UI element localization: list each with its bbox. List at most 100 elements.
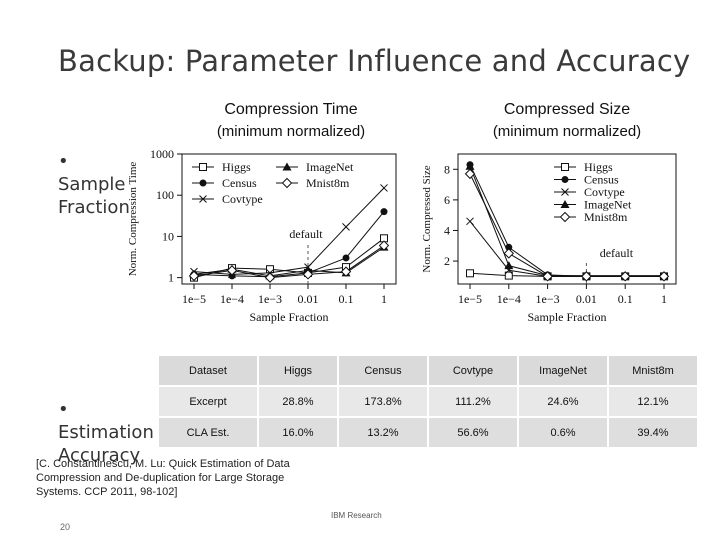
table-cell: 24.6% [519,387,607,416]
table-cell: 16.0% [259,418,337,447]
data-point-diamond [464,168,476,180]
table-header-cell: Census [339,356,427,385]
x-tick-label: 1 [661,292,667,306]
table-header-row: Dataset Higgs Census Covtype ImageNet Mn… [159,356,697,385]
data-point-triangle [504,261,514,270]
table-header-cell: ImageNet [519,356,607,385]
legend-label: Mnist8m [584,210,628,224]
x-tick-label: 1e−3 [536,292,560,306]
legend-label: Higgs [584,160,613,174]
legend-label: ImageNet [584,198,632,212]
chart-title-compressed-size: Compressed Size (minimum normalized) [452,101,682,140]
table-header-cell: Mnist8m [609,356,697,385]
footer-brand: IBM Research [331,511,382,520]
x-tick-label: 1e−4 [220,292,244,306]
page-number: 20 [60,522,71,532]
data-point-diamond [658,271,670,282]
table-cell: 13.2% [339,418,427,447]
chart-title-main: Compression Time [224,101,358,118]
x-axis-label: Sample Fraction [250,310,329,324]
x-tick-label: 1e−3 [258,292,282,306]
legend-label: ImageNet [306,160,354,174]
series-line [193,246,385,277]
data-point-diamond [281,177,293,189]
series-line [193,245,385,279]
data-point-square [504,271,513,280]
plot-frame [457,153,677,285]
slide-title: Backup: Parameter Influence and Accuracy [58,44,691,78]
data-point-dot [199,179,207,187]
table-cell: 12.1% [609,387,697,416]
table-cell: 0.6% [519,418,607,447]
data-point-triangle [560,200,570,208]
y-axis-label: Norm. Compressed Size [421,165,433,272]
legend-label: Covtype [584,185,625,199]
series-line [469,166,664,277]
data-point-diamond [188,270,200,282]
chart-subtitle: (minimum normalized) [216,123,366,140]
data-point-diamond [226,265,238,276]
y-tick-label: 100 [156,188,174,202]
legend-label: Census [222,176,257,190]
data-point-x [561,188,569,196]
chart-title-compression-time: Compression Time (minimum normalized) [176,101,406,140]
citation: [C. Constantinescu, M. Lu: Quick Estimat… [36,458,290,498]
y-tick-label: 6 [444,193,450,207]
accuracy-table: Dataset Higgs Census Covtype ImageNet Mn… [157,354,699,449]
series-line [469,220,664,277]
data-point-dot [380,208,388,216]
data-point-x [380,184,388,192]
table-row: CLA Est. 16.0% 13.2% 56.6% 0.6% 39.4% [159,418,697,447]
legend-label: Census [584,173,619,187]
x-tick-label: 1e−5 [182,292,206,306]
table-header-cell: Covtype [429,356,517,385]
data-point-diamond [302,269,314,280]
x-tick-label: 1 [381,292,387,306]
y-tick-label: 2 [444,254,450,268]
chart-title-main: Compressed Size [503,101,631,118]
data-point-dot [342,254,350,262]
y-tick-label: 1 [168,271,174,285]
chart-compressed-size: 1e−5 1e−4 1e−3 0.01 0.1 1 2 4 6 8 Sample Fraction N… [421,153,677,324]
y-tick-label: 10 [162,229,174,243]
plot-frame [181,153,397,285]
y-tick-label: 1000 [150,148,174,161]
data-point-diamond [503,248,515,259]
chart-subtitle: (minimum normalized) [492,123,642,140]
table-cell: 28.8% [259,387,337,416]
data-point-diamond [559,211,571,223]
y-axis-label: Norm. Compression Time [127,162,139,277]
data-point-diamond [581,271,592,282]
bullet-sample-fraction: • Sample Fraction [58,151,130,218]
data-point-triangle [282,162,292,171]
x-tick-label: 0.1 [339,292,354,306]
data-point-x [342,223,350,231]
x-tick-label: 0.01 [298,292,319,306]
y-tick-label: 4 [444,223,450,237]
table-header-cell: Higgs [259,356,337,385]
data-point-diamond [378,240,390,251]
table-header-cell: Dataset [159,356,257,385]
x-axis-label: Sample Fraction [528,310,607,324]
y-tick-label: 8 [444,162,450,176]
series-line [193,187,385,275]
x-tick-label: 0.1 [618,292,633,306]
table-cell: Excerpt [159,387,257,416]
x-tick-label: 1e−5 [458,292,482,306]
legend-label: Higgs [222,160,251,174]
data-point-x [466,217,474,226]
data-point-x [199,195,207,203]
bullet-estimation-accuracy: • Estimation Accuracy [58,399,154,466]
data-point-triangle [465,161,475,170]
default-annotation: default [600,246,634,260]
data-point-diamond [264,272,276,283]
series-line [469,173,664,277]
data-point-square [199,163,207,171]
table-cell: CLA Est. [159,418,257,447]
data-point-dot [561,176,569,183]
data-point-diamond [619,271,631,282]
data-point-square [466,269,474,278]
table-cell: 56.6% [429,418,517,447]
data-point-diamond [340,266,352,277]
data-point-square [561,163,569,171]
